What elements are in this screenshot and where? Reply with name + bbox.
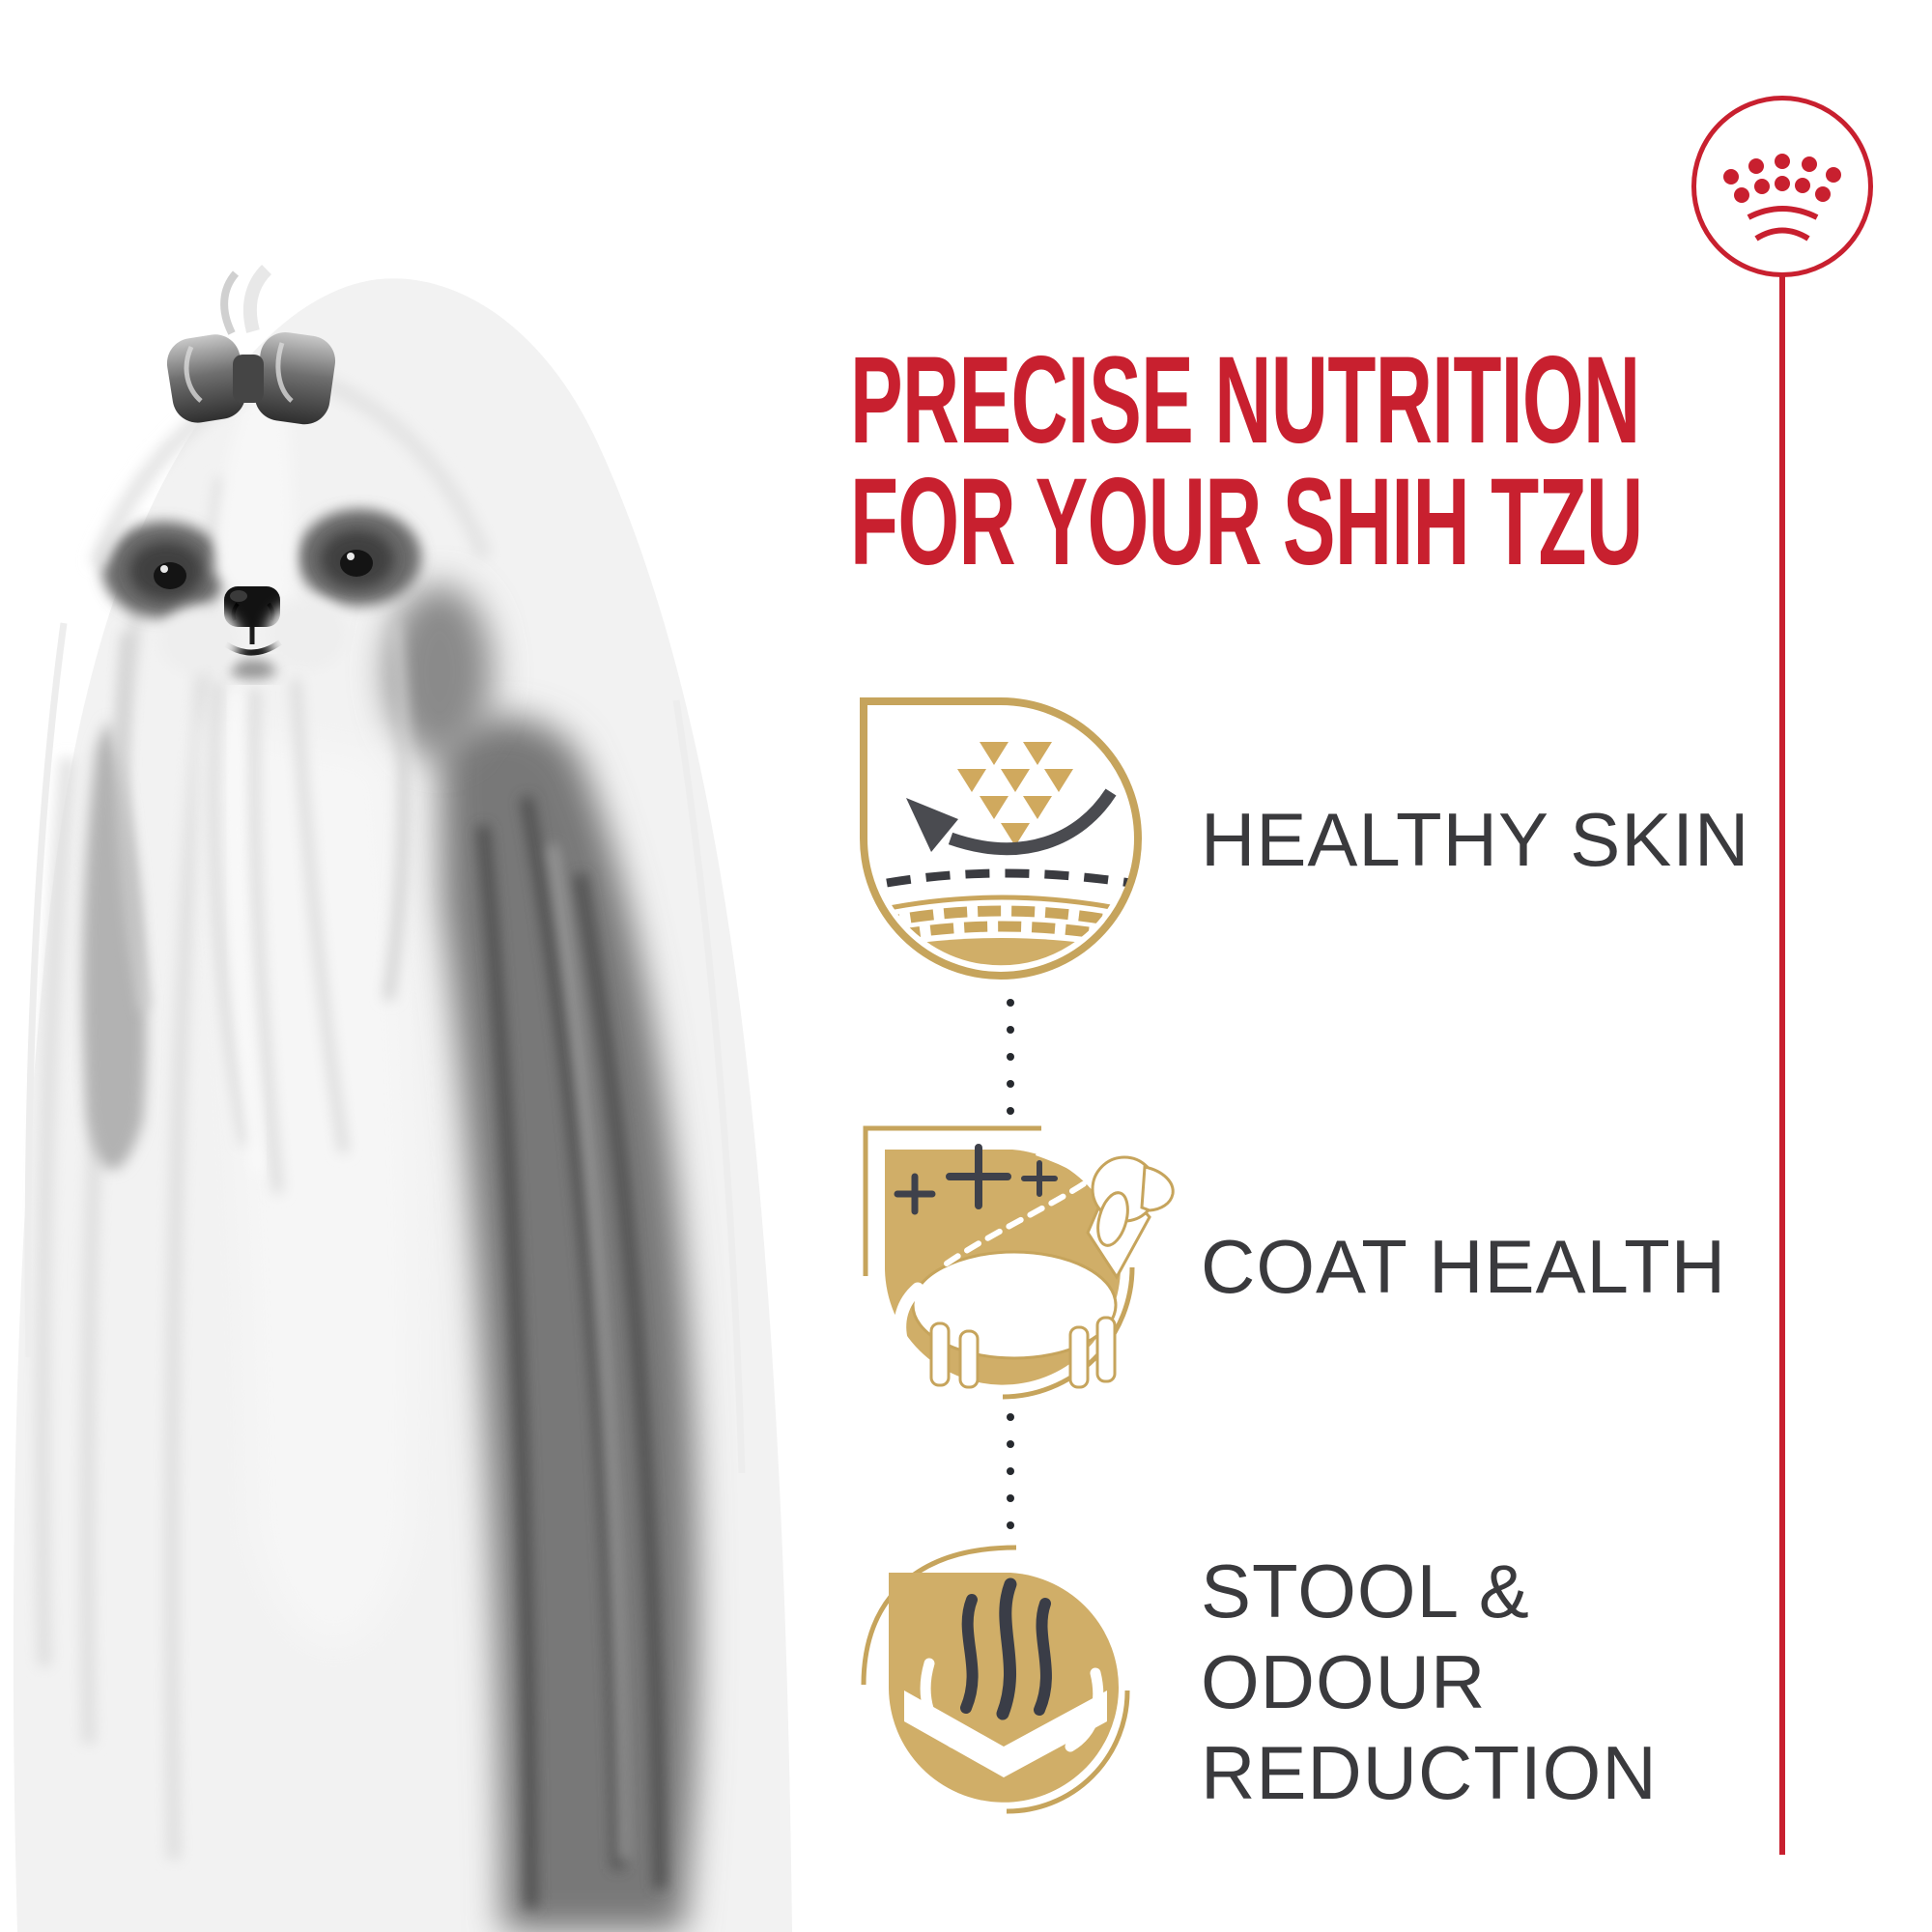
skin-surface-dashes [886,868,1131,888]
left-eye [154,562,186,589]
feature-label-stool-odour: STOOL & ODOUR REDUCTION [1201,1548,1658,1815]
chest-fur [198,720,413,1646]
feature-label-healthy-skin: HEALTHY SKIN [1201,797,1750,882]
regeneration-arrow [906,788,1117,856]
coat-health-icon [863,1125,1179,1400]
royal-canin-logo-badge [1691,96,1873,277]
beard-strands [209,678,349,1194]
right-temple-fur [386,584,493,758]
odour-waves [960,1577,1052,1720]
fur-highlight [549,844,628,1861]
badge-offset-arc [1002,1266,1135,1400]
feature-label-coat-health: COAT HEALTH [1201,1224,1727,1309]
topknot [242,265,272,333]
muzzle-tuft-right [267,600,348,669]
forehead-blaze [214,362,294,603]
vertical-accent-line [1779,275,1785,1855]
outer-wisps [24,622,746,1474]
dotted-connector [1007,999,1014,1115]
page-title: PRECISE NUTRITION FOR YOUR SHIH TZU [850,339,1643,584]
hair-bow [166,331,336,425]
nutrient-triangles [957,742,1073,846]
cheek-fur-lines [117,622,409,1010]
crown-icon [1723,154,1841,242]
headline-line-2: FOR YOUR SHIH TZU [850,453,1643,591]
right-eye [340,550,373,577]
sparkle-plus-signs [894,1144,1058,1215]
drop-outline [860,697,1142,980]
muzzle-tuft-left [159,606,241,675]
dotted-connector [1007,1413,1014,1529]
dog-silhouette [911,1155,1175,1389]
dog-tail [894,1282,924,1350]
healthy-skin-icon [860,697,1142,980]
shih-tzu-dog-photo [13,265,792,1932]
down-arrow [904,1690,1107,1777]
stool-odour-icon [861,1545,1130,1814]
badge-offset-line [863,1125,1041,1276]
drop-offset-arc-bottom [1006,1690,1130,1814]
left-ear-fur [82,720,147,1170]
headline-line-1: PRECISE NUTRITION [850,331,1640,469]
backline-dashes [944,1176,1094,1266]
dark-fur-strands [476,795,667,1909]
